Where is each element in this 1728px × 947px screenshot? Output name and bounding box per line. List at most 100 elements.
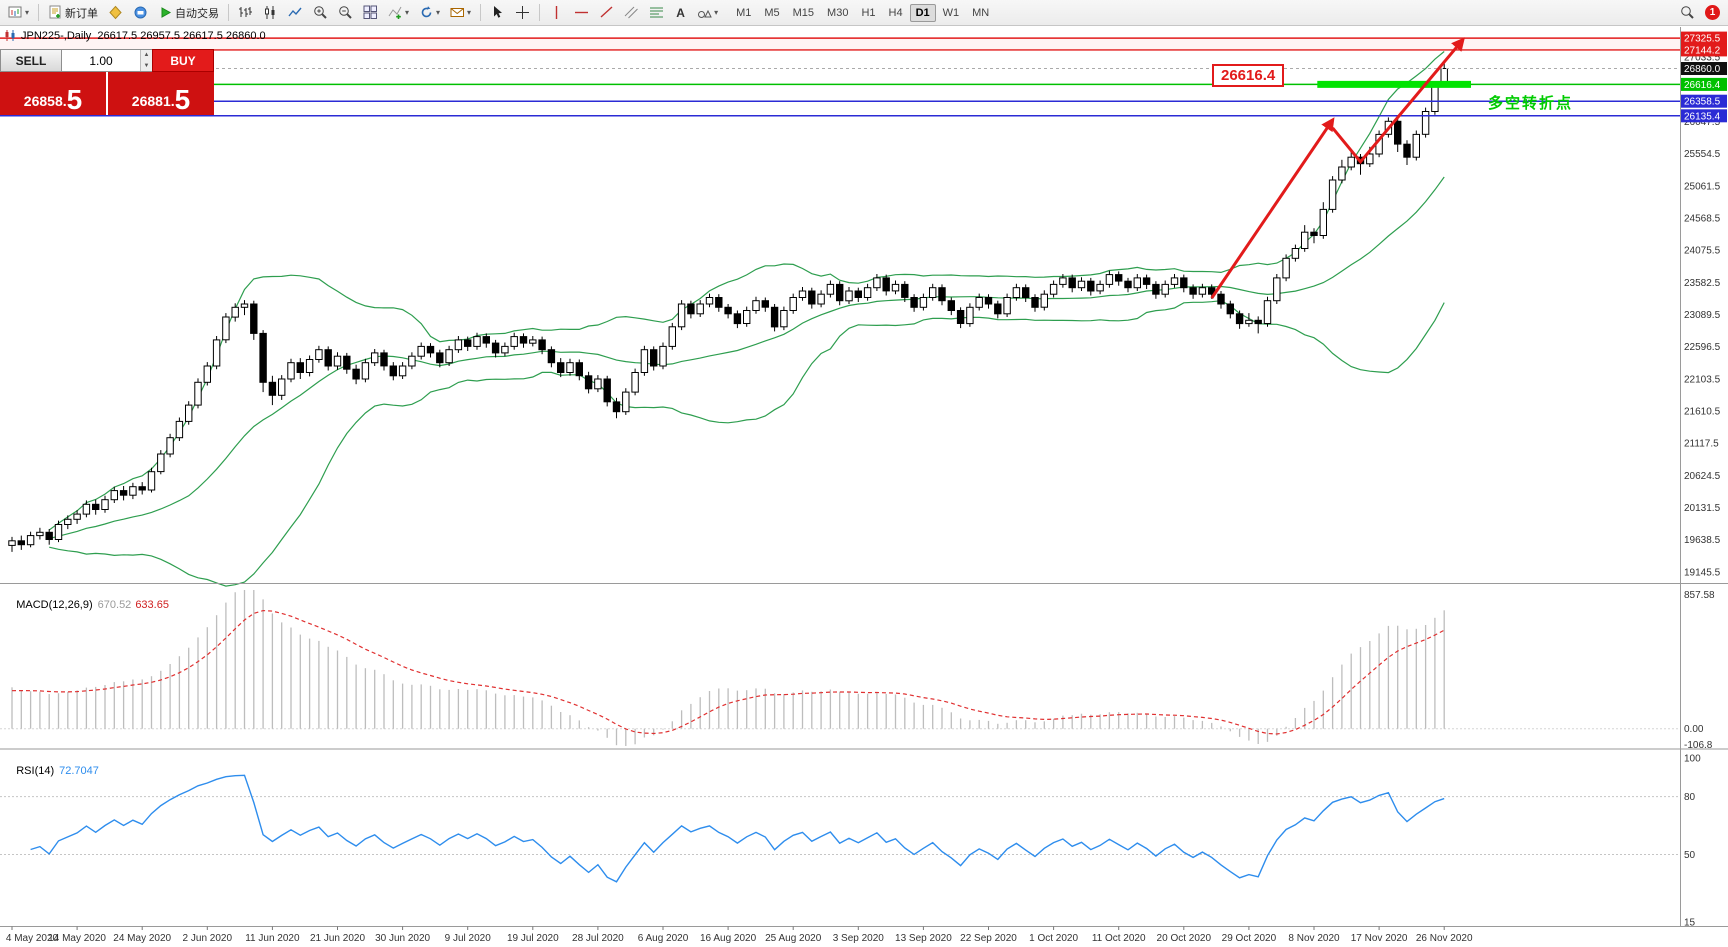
svg-text:20131.5: 20131.5 [1684, 503, 1721, 514]
fibonacci-tool-button[interactable] [645, 2, 668, 23]
turning-point-annotation: 多空转折点 [1488, 95, 1574, 112]
chart-title-text: JPN225-,Daily 26617.5 26957.5 26617.5 26… [21, 29, 266, 42]
svg-text:25061.5: 25061.5 [1684, 181, 1721, 192]
crosshair-button[interactable] [511, 2, 534, 23]
svg-text:24568.5: 24568.5 [1684, 213, 1721, 224]
trendline-icon [600, 6, 613, 18]
rsi-line [30, 774, 1445, 883]
refresh-icon [421, 6, 432, 18]
shapes-icon [698, 9, 712, 18]
svg-text:50: 50 [1684, 850, 1696, 861]
svg-text:17 Nov 2020: 17 Nov 2020 [1351, 933, 1408, 944]
bid-price-main: 26858. [23, 93, 67, 109]
new-chart-button[interactable]: ▾ [4, 2, 33, 23]
one-click-trading-widget: SELL ▲ ▼ BUY 26858. 5 26881. 5 [0, 49, 214, 115]
support-price-callout: 26616.4 [1212, 64, 1285, 87]
svg-text:21610.5: 21610.5 [1684, 406, 1721, 417]
timeframe-button-h1[interactable]: H1 [861, 6, 876, 19]
data-window-button[interactable] [129, 2, 152, 23]
svg-text:22 Sep 2020: 22 Sep 2020 [960, 933, 1017, 944]
svg-text:11 Jun 2020: 11 Jun 2020 [245, 933, 300, 944]
macd-signal-value: 633.65 [135, 599, 169, 611]
svg-text:4 May 2020: 4 May 2020 [6, 933, 59, 944]
svg-text:6 Aug 2020: 6 Aug 2020 [638, 933, 689, 944]
macd-indicator-label: MACD(12,26,9) 670.52 633.65 [4, 587, 169, 623]
svg-text:26860.0: 26860.0 [1684, 64, 1721, 75]
stepper-up-icon[interactable]: ▲ [141, 50, 152, 61]
timeframe-toolbar: M1 M5 M15 M30 H1 H4 D1 W1 MN [730, 3, 995, 22]
svg-text:-106.8: -106.8 [1684, 740, 1713, 751]
toolbar-right-group: 1 [1676, 2, 1724, 23]
vertical-line-tool-button[interactable] [545, 2, 568, 23]
svg-text:28 Jul 2020: 28 Jul 2020 [572, 933, 624, 944]
sell-button[interactable]: SELL [0, 49, 62, 72]
toolbar-separator [228, 4, 230, 21]
svg-text:100: 100 [1684, 754, 1701, 765]
trendline-tool-button[interactable] [595, 2, 618, 23]
new-chart-icon [8, 6, 22, 18]
rsi-value: 72.7047 [59, 765, 99, 777]
notification-badge[interactable]: 1 [1705, 5, 1720, 20]
horizontal-line-tool-button[interactable] [570, 2, 593, 23]
tile-windows-button[interactable] [359, 2, 382, 23]
timeframe-button-d1[interactable]: D1 [909, 3, 936, 22]
auto-trading-label: 自动交易 [175, 7, 220, 20]
svg-text:25554.5: 25554.5 [1684, 149, 1721, 160]
zoom-in-button[interactable] [309, 2, 332, 23]
chart-title: JPN225-,Daily 26617.5 26957.5 26617.5 26… [4, 29, 266, 42]
shapes-tool-button[interactable]: ▾ [693, 2, 722, 23]
svg-text:19638.5: 19638.5 [1684, 535, 1721, 546]
svg-text:19 Jul 2020: 19 Jul 2020 [507, 933, 559, 944]
chevron-down-icon: ▾ [405, 7, 410, 17]
candlestick-chart-button[interactable] [259, 2, 282, 23]
cycles-button[interactable]: ▾ [415, 2, 444, 23]
timeframe-button-w1[interactable]: W1 [942, 6, 960, 19]
zoom-out-button[interactable] [334, 2, 357, 23]
buy-button[interactable]: BUY [152, 49, 214, 72]
timeframe-button-h4[interactable]: H4 [888, 6, 903, 19]
timeframe-button-m1[interactable]: M1 [736, 6, 752, 19]
stepper-down-icon[interactable]: ▼ [141, 60, 152, 71]
indicators-icon [388, 6, 402, 19]
alerts-button[interactable]: ▾ [446, 2, 475, 23]
svg-text:0.00: 0.00 [1684, 724, 1704, 735]
market-watch-button[interactable] [104, 2, 127, 23]
channel-tool-button[interactable] [620, 2, 643, 23]
fibonacci-icon [650, 7, 664, 18]
indicators-button[interactable]: ▾ [384, 2, 413, 23]
crosshair-icon [516, 6, 530, 19]
search-button[interactable] [1676, 2, 1699, 23]
svg-text:26358.5: 26358.5 [1684, 97, 1721, 108]
volume-input[interactable] [62, 50, 140, 71]
svg-text:21 Jun 2020: 21 Jun 2020 [310, 933, 365, 944]
svg-text:26 Nov 2020: 26 Nov 2020 [1416, 933, 1473, 944]
new-order-button[interactable]: 新订单 [44, 2, 102, 23]
line-chart-button[interactable] [284, 2, 307, 23]
data-window-icon [134, 6, 147, 19]
volume-box: ▲ ▼ [62, 49, 152, 72]
auto-trading-button[interactable]: 自动交易 [154, 2, 223, 23]
macd-name: MACD(12,26,9) [16, 599, 93, 611]
cursor-button[interactable] [486, 2, 509, 23]
svg-text:30 Jun 2020: 30 Jun 2020 [375, 933, 430, 944]
text-tool-button[interactable]: A [676, 5, 685, 20]
rsi-axis-labels: 100 80 50 15 [1684, 754, 1701, 929]
timeframe-button-mn[interactable]: MN [972, 6, 990, 19]
horizontal-line-icon [575, 11, 589, 14]
svg-text:1 Oct 2020: 1 Oct 2020 [1029, 933, 1078, 944]
svg-text:9 Jul 2020: 9 Jul 2020 [445, 933, 492, 944]
bid-price[interactable]: 26858. 5 [0, 72, 106, 115]
timeframe-button-m5[interactable]: M5 [764, 6, 780, 19]
new-order-icon [49, 5, 61, 19]
toolbar-separator [480, 4, 482, 21]
volume-stepper: ▲ ▼ [140, 50, 152, 71]
ask-price[interactable]: 26881. 5 [108, 72, 214, 115]
bar-chart-button[interactable] [234, 2, 257, 23]
macd-axis-labels: 857.58 0.00 -106.8 [1684, 590, 1715, 751]
timeframe-button-m15[interactable]: M15 [792, 6, 815, 19]
search-icon [1681, 6, 1694, 19]
timeframe-button-m30[interactable]: M30 [827, 6, 849, 19]
new-order-label: 新订单 [65, 7, 99, 20]
